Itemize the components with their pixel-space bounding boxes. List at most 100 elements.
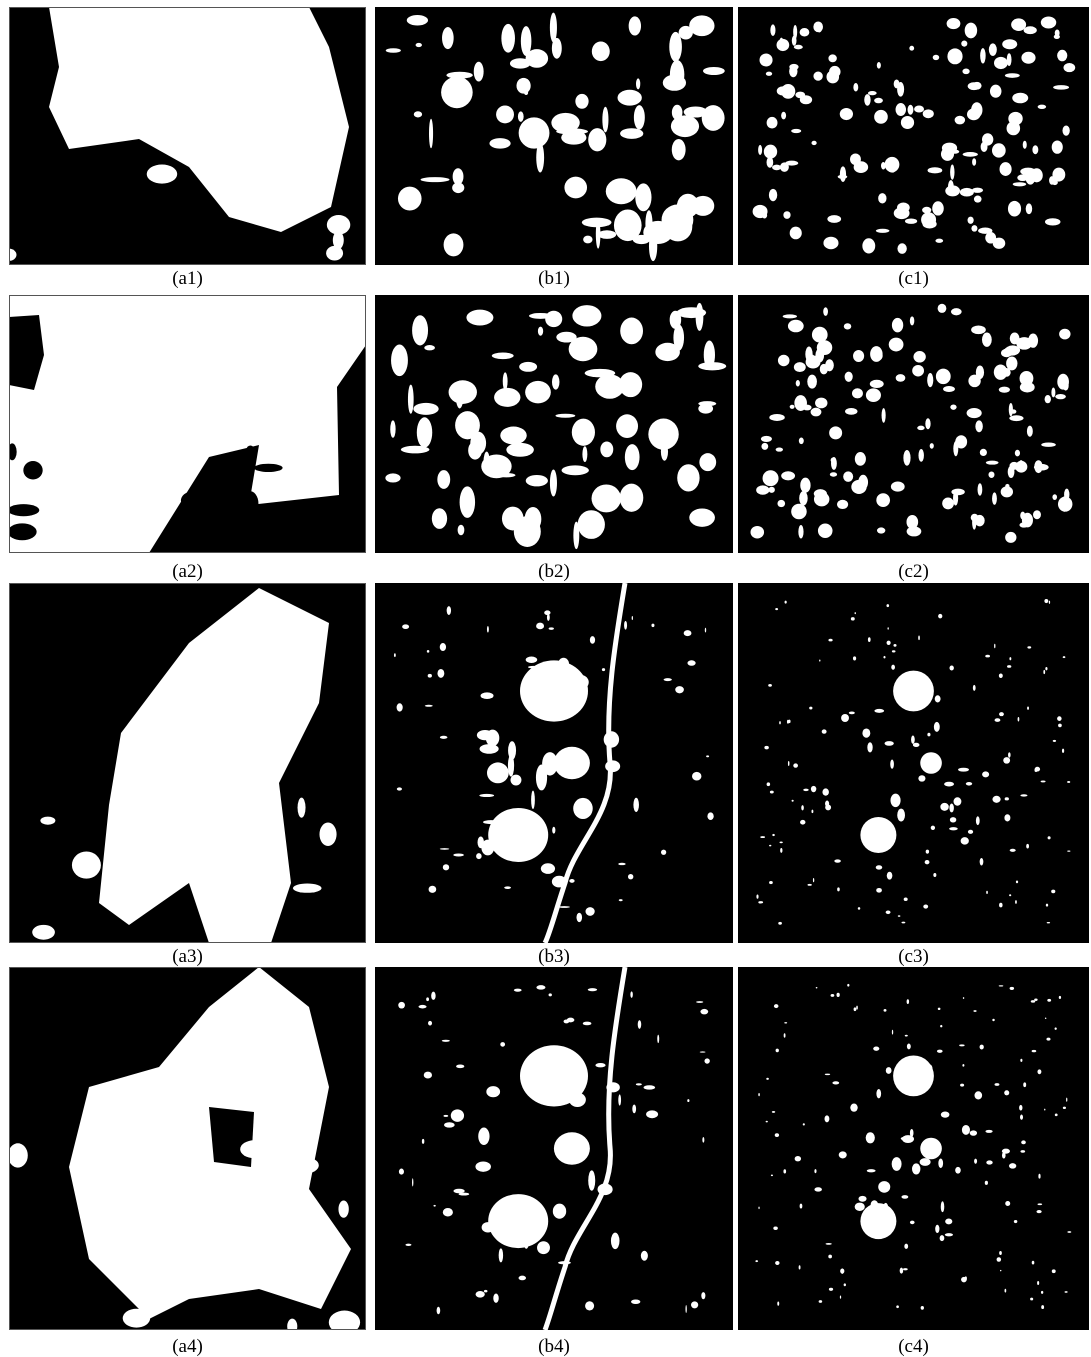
blob: [858, 1196, 866, 1202]
blob: [663, 75, 686, 91]
blob: [999, 387, 1010, 393]
blob: [809, 707, 812, 710]
blob: [443, 1115, 448, 1117]
blob: [883, 656, 885, 659]
panel-image: [738, 7, 1089, 265]
blob: [476, 1291, 485, 1298]
blob: [918, 635, 920, 640]
blob: [1037, 1281, 1039, 1285]
blob: [243, 888, 262, 912]
blob: [526, 475, 548, 486]
blob: [988, 471, 994, 478]
blob: [772, 834, 775, 836]
blob: [32, 925, 55, 940]
blob: [972, 82, 981, 90]
blob: [913, 743, 920, 747]
blob: [327, 215, 350, 235]
blob: [811, 141, 816, 145]
blob: [661, 850, 666, 855]
blob: [664, 678, 672, 681]
blob: [545, 311, 562, 327]
blob: [918, 449, 923, 462]
blob: [951, 489, 964, 496]
blob: [520, 660, 588, 721]
blob: [758, 145, 762, 155]
blob: [920, 1158, 931, 1166]
blob: [928, 167, 943, 173]
blob: [755, 1260, 758, 1262]
blob: [1055, 394, 1066, 399]
blob: [878, 193, 886, 203]
blob: [397, 703, 403, 711]
blob: [893, 644, 896, 647]
blob: [476, 853, 482, 859]
panel-caption: (c4): [898, 1336, 929, 1357]
blob: [947, 18, 961, 29]
blob: [874, 709, 884, 713]
blob: [1041, 1291, 1043, 1294]
blob: [938, 304, 947, 313]
panel-content: [375, 7, 733, 265]
blob: [549, 627, 554, 629]
blob: [876, 888, 882, 893]
blob: [1041, 443, 1056, 447]
blob: [519, 1276, 526, 1281]
blob: [947, 48, 962, 64]
blob: [487, 762, 509, 783]
blob: [600, 441, 613, 457]
blob: [240, 1140, 268, 1158]
blob: [853, 350, 864, 362]
blob: [902, 1135, 914, 1143]
blob: [771, 1175, 773, 1177]
blob: [941, 147, 954, 160]
blob: [8, 504, 40, 516]
blob: [1041, 781, 1046, 783]
blob: [1037, 1069, 1041, 1074]
blob: [815, 398, 827, 409]
blob: [885, 741, 894, 746]
blob: [893, 671, 934, 712]
blob: [672, 139, 686, 160]
panel-content: [738, 967, 1089, 1330]
blob: [1007, 665, 1011, 668]
blob: [773, 1227, 777, 1230]
blob: [1007, 121, 1021, 135]
blob: [923, 109, 934, 118]
blob: [793, 763, 798, 767]
blob: [1005, 484, 1009, 489]
blob: [1045, 1018, 1046, 1020]
blob: [868, 637, 871, 642]
blob: [588, 1170, 595, 1190]
blob: [478, 1128, 489, 1145]
blob: [500, 427, 526, 445]
blob: [864, 94, 870, 106]
blob: [429, 886, 437, 893]
blob: [882, 408, 886, 423]
blob: [336, 509, 357, 529]
blob: [536, 985, 545, 990]
blob: [701, 1292, 705, 1299]
blob: [1063, 63, 1075, 72]
blob: [698, 404, 713, 414]
blob: [950, 817, 956, 822]
blob: [781, 112, 786, 120]
blob: [555, 414, 575, 418]
blob: [632, 616, 633, 620]
blob: [1020, 1115, 1023, 1120]
blob: [1054, 35, 1060, 39]
blob: [494, 388, 520, 407]
blob: [1016, 337, 1032, 350]
blob: [841, 714, 849, 722]
blob: [1020, 1059, 1022, 1062]
blob: [536, 765, 547, 791]
blob: [779, 38, 783, 49]
blob: [1002, 39, 1017, 49]
blob: [541, 863, 555, 874]
blob: [592, 484, 622, 512]
blob: [775, 1261, 779, 1265]
blob: [992, 492, 997, 504]
blob: [1064, 489, 1069, 501]
blob: [1004, 814, 1010, 821]
blob: [950, 404, 956, 409]
blob: [398, 1002, 405, 1009]
